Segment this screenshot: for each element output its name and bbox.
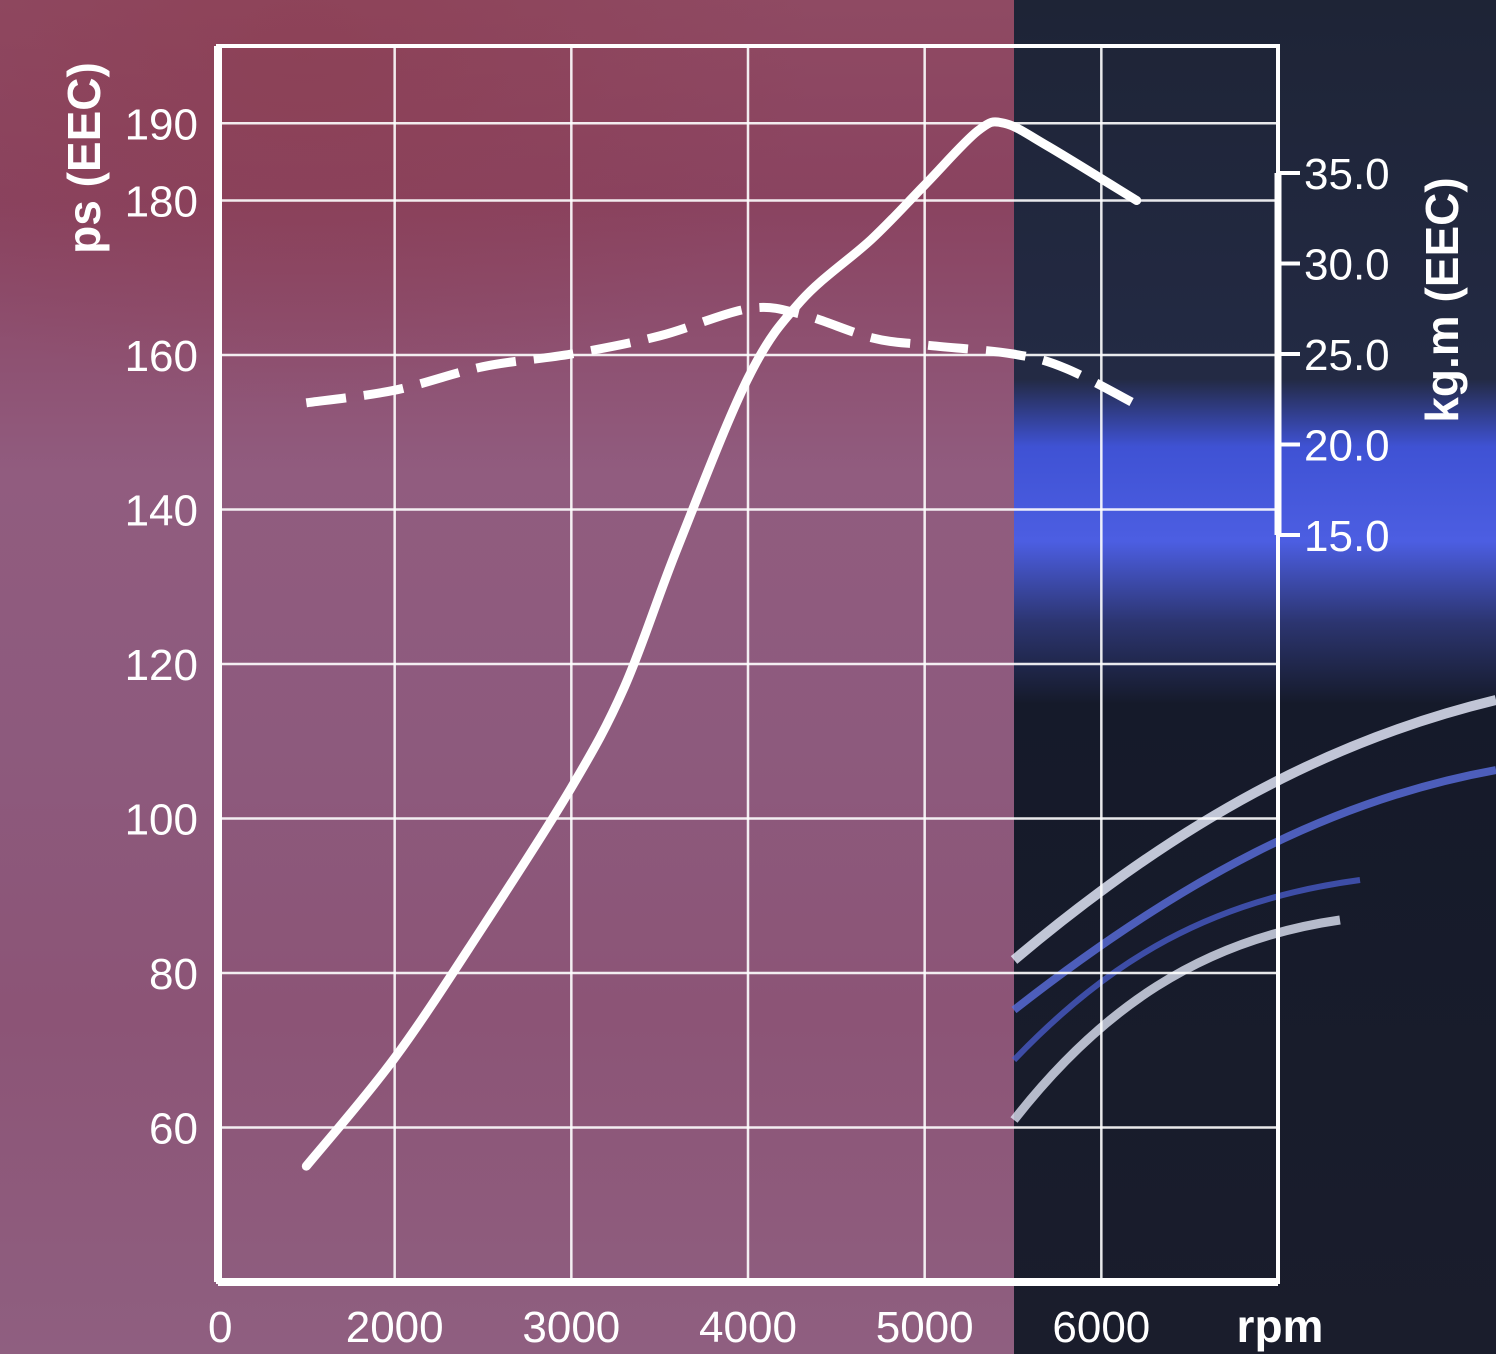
y-right-tick-label: 20.0 — [1304, 422, 1390, 471]
x-tick-label: 6000 — [1052, 1303, 1150, 1352]
y-left-tick-label: 100 — [125, 796, 198, 845]
x-tick-label: 3000 — [522, 1303, 620, 1352]
y-left-tick-label: 120 — [125, 641, 198, 690]
y-left-axis-title: ps (EEC) — [58, 62, 110, 254]
x-tick-label: 5000 — [876, 1303, 974, 1352]
y-left-tick-label: 80 — [149, 950, 198, 999]
y-left-tick-label: 60 — [149, 1105, 198, 1154]
y-left-tick-label: 160 — [125, 332, 198, 381]
y-right-tick-label: 25.0 — [1304, 331, 1390, 380]
y-right-axis-title: kg.m (EEC) — [1416, 177, 1468, 422]
background-glow — [0, 0, 1014, 700]
torque-curve-dashed — [305, 302, 1139, 409]
x-axis-title: rpm — [1237, 1300, 1324, 1352]
rim-highlight-inner — [1010, 915, 1341, 1123]
y-left-tick-label: 180 — [125, 178, 198, 227]
y-right-tick-label: 15.0 — [1304, 512, 1390, 561]
x-tick-label: 2000 — [346, 1303, 444, 1352]
x-tick-label: 4000 — [699, 1303, 797, 1352]
y-right-tick-label: 35.0 — [1304, 150, 1390, 199]
axis-labels: 60 80 100 120 140 160 180 190 0 2000 3000 4000 5000 6… — [125, 100, 1390, 1352]
rim-highlight-blue — [1011, 766, 1496, 1014]
grid — [218, 46, 1278, 1282]
y-right-tick-label: 30.0 — [1304, 241, 1390, 290]
y-left-tick-label: 190 — [125, 100, 198, 149]
series-layer — [301, 117, 1142, 1171]
y-left-tick-label: 140 — [125, 487, 198, 536]
rim-highlight-outer — [1010, 695, 1496, 964]
plot-frame — [214, 44, 1282, 1286]
power-curve-solid — [301, 117, 1142, 1171]
x-tick-label: 0 — [208, 1303, 232, 1352]
rim-highlight-inner-blue — [1011, 877, 1361, 1063]
